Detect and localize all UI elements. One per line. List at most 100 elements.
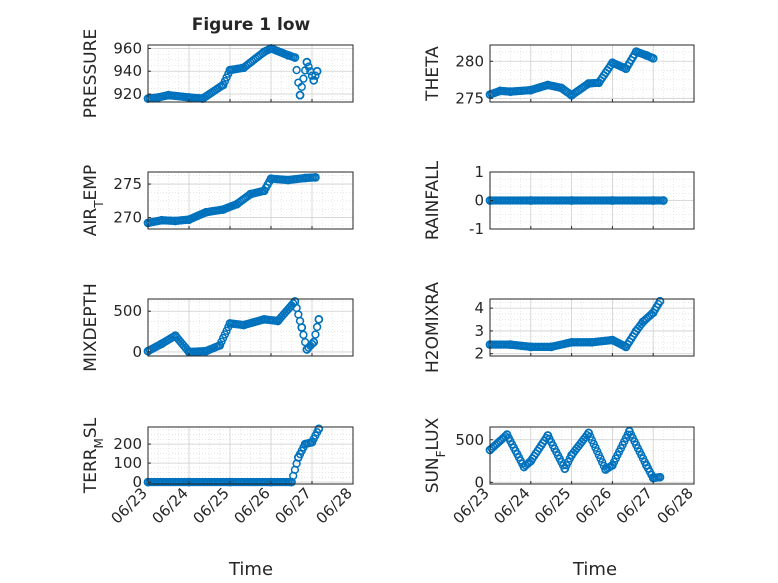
y-tick-label: 4 — [474, 299, 484, 317]
y-axis-label: H2OMIXRA — [423, 282, 443, 373]
data-point — [314, 424, 324, 434]
data-point — [311, 173, 320, 182]
trail-marker — [307, 339, 317, 349]
data-point — [608, 196, 617, 205]
y-axis-label: TERRMSL — [81, 417, 106, 494]
data-point — [184, 477, 194, 487]
trail-marker — [297, 82, 306, 92]
data-point — [246, 189, 255, 199]
data-point — [239, 63, 249, 73]
data-point — [302, 345, 312, 354]
y-tick-label: 940 — [113, 62, 142, 80]
x-tick-label: 06/27 — [272, 484, 315, 527]
y-tick-label: 500 — [455, 431, 484, 449]
data-point — [659, 196, 668, 205]
data-point — [290, 53, 300, 62]
data-point — [543, 431, 553, 440]
data-points — [485, 47, 658, 100]
data-point — [546, 342, 556, 352]
data-point — [608, 460, 617, 470]
data-point — [495, 86, 505, 96]
x-tick-label: 06/25 — [190, 484, 233, 527]
data-point — [587, 337, 597, 347]
subplot-h2omixra: 2 3 4 H2OMIXRA — [423, 282, 695, 373]
data-point — [170, 331, 180, 340]
data-point — [157, 339, 167, 349]
data-point — [526, 196, 536, 205]
x-tick-label: 06/25 — [531, 484, 574, 527]
data-point — [648, 196, 658, 205]
data-point — [287, 477, 296, 487]
data-point — [621, 342, 631, 352]
y-axis-label: SUNFLUX — [423, 417, 448, 493]
trail-marker — [304, 62, 313, 71]
y-tick-label: 500 — [113, 302, 142, 320]
axes-frame — [489, 44, 695, 103]
x-tick-label: 06/26 — [231, 484, 274, 527]
y-tick-label: 0 — [474, 473, 484, 491]
x-tick-label: 06/24 — [490, 484, 533, 527]
axes-frame — [147, 426, 354, 485]
subplot-grid: 920 940 960 PRESSURE 275 280 THETA 270 275 AIRTEM… — [81, 29, 697, 528]
data-point — [519, 462, 529, 472]
trail-marker — [312, 322, 322, 332]
data-points — [485, 426, 665, 483]
y-tick-label: 200 — [113, 435, 142, 453]
data-point — [259, 47, 269, 57]
data-point — [309, 75, 319, 85]
data-point — [506, 340, 515, 349]
data-point — [621, 64, 631, 74]
figure-title: Figure 1 low — [192, 15, 311, 35]
y-tick-label: 960 — [113, 39, 142, 57]
data-point — [584, 79, 593, 88]
subplot-pressure: 920 940 960 PRESSURE — [81, 29, 354, 118]
data-point — [302, 57, 312, 67]
data-point — [506, 87, 515, 96]
subplot-rainfall: -1 0 1 RAINFALL — [423, 160, 695, 240]
data-point — [567, 450, 576, 460]
data-point — [266, 477, 276, 487]
data-point — [215, 341, 225, 350]
axes-frame — [489, 298, 695, 357]
x-tick-label: 06/24 — [149, 484, 192, 527]
x-tick-label: 06/28 — [313, 484, 356, 527]
x-tick-label: 06/23 — [450, 484, 493, 527]
data-point — [307, 437, 317, 447]
data-point — [584, 428, 593, 438]
data-point — [502, 430, 512, 440]
data-point — [567, 90, 576, 100]
x-tick-label: 06/28 — [654, 484, 697, 527]
data-point — [273, 316, 283, 326]
data-point — [225, 477, 235, 487]
y-tick-label: 2 — [474, 345, 484, 363]
data-point — [293, 453, 303, 462]
y-tick-label: 275 — [113, 175, 142, 193]
y-axis-label: AIRTEMP — [81, 165, 106, 236]
x-tick-label: 06/27 — [613, 484, 656, 527]
x-axis-label-right: Time — [572, 559, 617, 580]
trail-marker — [311, 71, 320, 80]
data-point — [638, 317, 648, 327]
y-tick-label: -1 — [469, 220, 484, 238]
y-tick-label: 0 — [132, 473, 142, 491]
y-tick-label: 0 — [132, 343, 142, 361]
subplot-air-temp: 270 275 AIRTEMP — [81, 165, 354, 236]
data-point — [153, 93, 163, 102]
x-tick-label: 06/23 — [108, 484, 151, 527]
y-tick-label: 270 — [113, 209, 142, 227]
data-point — [297, 323, 307, 332]
data-point — [608, 335, 617, 345]
data-point — [225, 319, 235, 328]
data-point — [201, 207, 211, 217]
data-point — [631, 47, 641, 57]
y-axis-label: RAINFALL — [423, 160, 443, 240]
data-point — [225, 65, 235, 75]
y-tick-label: 275 — [455, 89, 484, 107]
y-tick-label: 3 — [474, 322, 484, 340]
data-point — [295, 90, 305, 100]
data-point — [543, 80, 553, 90]
data-point — [526, 85, 536, 95]
